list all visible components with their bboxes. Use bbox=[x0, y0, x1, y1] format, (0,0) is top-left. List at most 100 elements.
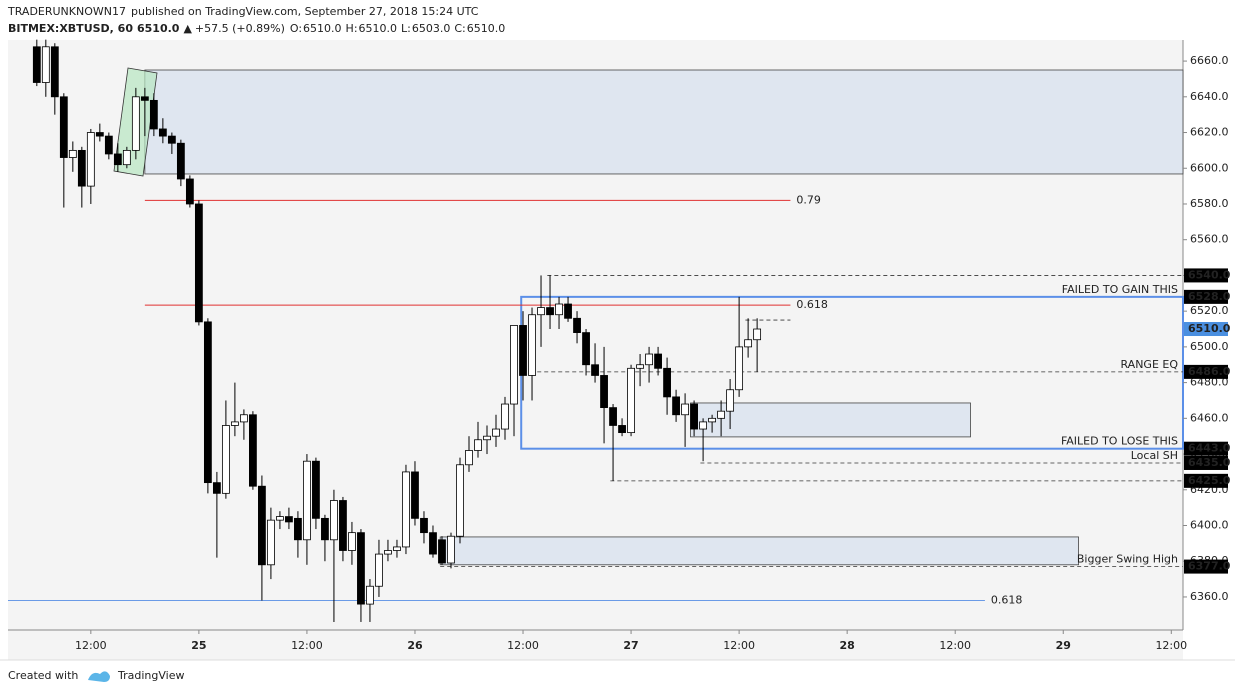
candle-body bbox=[528, 314, 536, 376]
candle-body bbox=[77, 149, 86, 187]
candle-body bbox=[420, 517, 428, 534]
header-text: TRADERUNKNOWN17 bbox=[7, 5, 126, 18]
candle-body bbox=[744, 339, 753, 348]
candle-body bbox=[465, 450, 473, 466]
candle-body bbox=[285, 516, 293, 523]
legend-text: BITMEX:XBTUSD, 60 bbox=[8, 22, 133, 35]
legend-text: +57.5 (+0.89%) bbox=[195, 22, 285, 35]
candle-body bbox=[438, 539, 446, 564]
candle-body bbox=[672, 396, 680, 416]
y-tick-label: 6500.0 bbox=[1190, 340, 1229, 353]
legend-text: L: bbox=[401, 22, 411, 35]
candle-body bbox=[519, 325, 527, 376]
price-marker bbox=[1184, 322, 1228, 337]
candle-body bbox=[483, 435, 491, 441]
level-note: Bigger Swing High bbox=[1077, 553, 1178, 566]
price-marker bbox=[1184, 455, 1228, 470]
candle-body bbox=[402, 471, 410, 548]
price-marker-label: 6443.0 bbox=[1188, 442, 1231, 455]
candle-body bbox=[86, 132, 95, 187]
candle-body bbox=[456, 464, 464, 537]
candle-body bbox=[717, 410, 726, 419]
candle-body bbox=[375, 553, 383, 587]
candle-body bbox=[294, 517, 302, 541]
zone bbox=[439, 536, 1079, 566]
footer-brand: TradingView bbox=[117, 669, 184, 682]
legend-text: ▲ bbox=[183, 22, 192, 35]
candle-body bbox=[68, 149, 77, 158]
candle-body bbox=[609, 407, 617, 426]
candle-body bbox=[140, 96, 149, 101]
candle-body bbox=[384, 550, 392, 555]
price-marker bbox=[1184, 559, 1228, 574]
x-tick-label: 12:00 bbox=[723, 639, 755, 652]
candle-body bbox=[149, 99, 158, 130]
level-note: FAILED TO LOSE THIS bbox=[1061, 435, 1178, 448]
legend-text: O: bbox=[290, 22, 302, 35]
price-marker bbox=[1184, 473, 1228, 488]
candle-body bbox=[537, 307, 545, 316]
candle-body bbox=[600, 375, 608, 409]
candle-body bbox=[176, 142, 185, 180]
y-tick-label: 6360.0 bbox=[1190, 590, 1229, 603]
price-marker-label: 6377.0 bbox=[1188, 560, 1231, 573]
candle-body bbox=[474, 439, 482, 451]
candle-body bbox=[339, 500, 347, 551]
zone bbox=[144, 69, 1184, 175]
y-tick-label: 6400.0 bbox=[1190, 519, 1229, 532]
candle-body bbox=[501, 403, 509, 430]
candle-body bbox=[158, 128, 167, 137]
candle-body bbox=[194, 203, 203, 323]
candle-body bbox=[330, 500, 338, 541]
price-marker-label: 6435.0 bbox=[1188, 456, 1231, 469]
candle-body bbox=[645, 353, 653, 366]
candle-body bbox=[699, 421, 707, 430]
x-tick-label: 27 bbox=[623, 639, 638, 652]
candle-body bbox=[636, 364, 644, 369]
price-marker-label: 6540.0 bbox=[1188, 268, 1231, 281]
candle-body bbox=[654, 353, 662, 369]
candle-body bbox=[582, 332, 590, 366]
candle-body bbox=[167, 135, 176, 144]
candle-body bbox=[113, 153, 122, 166]
x-tick-label: 12:00 bbox=[939, 639, 971, 652]
y-tick-label: 6580.0 bbox=[1190, 197, 1229, 210]
price-marker-label: 6486.0 bbox=[1188, 365, 1231, 378]
candle-body bbox=[212, 482, 221, 494]
y-tick-label: 6660.0 bbox=[1190, 54, 1229, 67]
price-marker bbox=[1184, 441, 1228, 456]
candle-body bbox=[122, 149, 131, 166]
candle-body bbox=[95, 132, 104, 137]
candle-body bbox=[32, 46, 41, 83]
candle-body bbox=[627, 367, 635, 434]
candle-body bbox=[276, 516, 284, 521]
y-tick-label: 6640.0 bbox=[1190, 90, 1229, 103]
candle-body bbox=[393, 546, 401, 551]
candle-body bbox=[735, 346, 744, 391]
candle-body bbox=[230, 421, 239, 426]
x-tick-label: 12:00 bbox=[1155, 639, 1187, 652]
candle-body bbox=[267, 519, 275, 566]
y-tick-label: 6600.0 bbox=[1190, 161, 1229, 174]
candle-body bbox=[131, 96, 140, 151]
legend-text: 6510.0 bbox=[359, 22, 398, 35]
candle-body bbox=[59, 96, 68, 158]
candle-body bbox=[564, 303, 572, 319]
legend-text: C: bbox=[454, 22, 465, 35]
candle-body bbox=[573, 317, 581, 333]
candle-body bbox=[681, 403, 689, 416]
legend-text: 6503.0 bbox=[412, 22, 451, 35]
candle-body bbox=[185, 178, 194, 205]
price-marker bbox=[1184, 364, 1228, 379]
candle-body bbox=[258, 485, 266, 566]
candle-body bbox=[411, 471, 419, 519]
level-note: FAILED TO GAIN THIS bbox=[1062, 283, 1178, 296]
fib-label: 0.618 bbox=[991, 594, 1023, 607]
candle-body bbox=[357, 532, 365, 605]
x-tick-label: 28 bbox=[840, 639, 855, 652]
y-tick-label: 6460.0 bbox=[1190, 411, 1229, 424]
candle-body bbox=[591, 364, 599, 376]
candle-body bbox=[104, 135, 113, 155]
x-tick-label: 25 bbox=[191, 639, 206, 652]
candle-body bbox=[203, 321, 212, 484]
